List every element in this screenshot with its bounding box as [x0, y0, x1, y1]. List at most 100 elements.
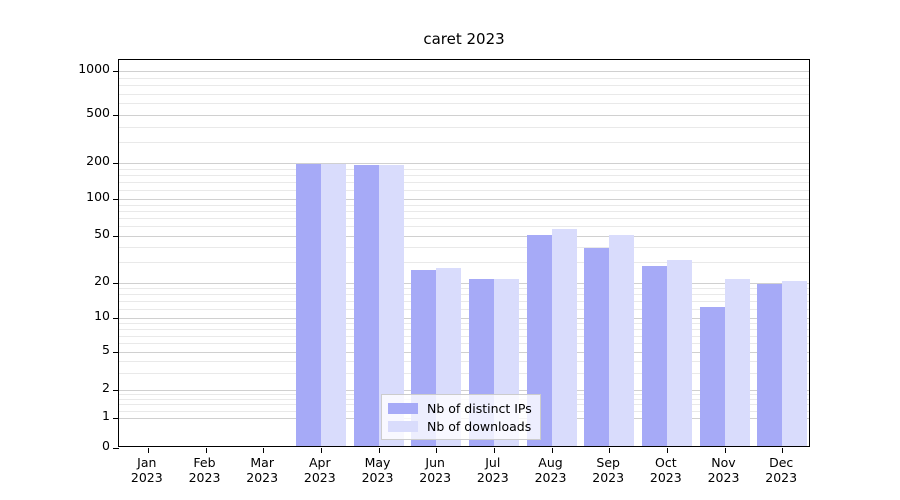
y-axis-tick [113, 352, 119, 353]
y-axis-tick-label: 20 [94, 273, 110, 288]
gridline-minor [119, 218, 809, 219]
y-axis-tick-label: 50 [94, 226, 110, 241]
x-label-year: 2023 [246, 470, 279, 485]
gridline-minor [119, 373, 809, 375]
x-label-month: Apr [308, 455, 331, 470]
bar-distinct-ips [757, 283, 783, 446]
y-axis-tick [113, 199, 119, 200]
gridline-major [119, 199, 809, 200]
gridline-minor [119, 335, 809, 337]
y-axis-tick [113, 318, 119, 319]
gridline-major [119, 390, 809, 391]
x-axis-tick-label: Aug 2023 [516, 455, 586, 485]
y-axis-tick-label: 100 [86, 189, 110, 204]
y-axis-tick-label: 0 [102, 438, 110, 453]
gridline-minor [119, 126, 809, 128]
x-axis-tick-label: Dec 2023 [746, 455, 816, 485]
legend-label-downloads: Nb of downloads [427, 418, 532, 434]
bar-downloads [609, 235, 635, 446]
y-axis-tick-label: 5 [102, 342, 110, 357]
bar-downloads [782, 281, 808, 446]
x-label-month: Oct [654, 455, 677, 470]
legend-item-downloads: Nb of downloads [388, 417, 532, 435]
x-label-year: 2023 [130, 470, 163, 485]
y-axis-tick [113, 236, 119, 237]
x-label-year: 2023 [707, 470, 740, 485]
gridline-minor [119, 361, 809, 363]
bars-layer [119, 60, 809, 446]
x-axis-tick [320, 448, 322, 453]
legend-swatch-downloads [388, 420, 418, 432]
gridline-minor [119, 226, 809, 228]
gridline-minor [119, 343, 809, 345]
x-label-year: 2023 [303, 470, 336, 485]
x-label-year: 2023 [476, 470, 509, 485]
gridline-major [119, 318, 809, 319]
x-label-month: Jun [425, 455, 445, 470]
x-axis-tick [782, 448, 784, 453]
x-label-year: 2023 [534, 470, 567, 485]
gridline-minor [119, 323, 809, 325]
y-axis-tick-label: 200 [86, 153, 110, 168]
y-axis-tick [113, 163, 119, 164]
gridline-major [119, 71, 809, 72]
x-label-month: Dec [769, 455, 794, 470]
gridline-minor [119, 141, 809, 143]
bar-downloads [320, 163, 346, 446]
gridline-minor [119, 301, 809, 302]
y-axis-tick-label: 10 [94, 308, 110, 323]
x-axis-tick [436, 448, 438, 453]
x-label-year: 2023 [361, 470, 394, 485]
x-axis-tick-label: Oct 2023 [631, 455, 701, 485]
x-axis-tick-label: May 2023 [343, 455, 413, 485]
x-label-month: Mar [250, 455, 274, 470]
x-axis-tick-label: Sep 2023 [573, 455, 643, 485]
y-axis-tick [113, 390, 119, 391]
bar-downloads [551, 228, 577, 446]
gridline-minor [119, 174, 809, 176]
gridline-minor [119, 262, 809, 264]
gridline-minor [119, 328, 809, 330]
bar-downloads [724, 278, 750, 446]
x-axis-tick [493, 448, 495, 453]
legend-swatch-distinct-ips [388, 402, 418, 414]
x-axis-tick [551, 448, 553, 453]
x-axis-tick [263, 448, 265, 453]
bar-distinct-ips [699, 306, 725, 446]
x-axis-tick [147, 448, 149, 453]
x-label-year: 2023 [419, 470, 452, 485]
x-axis-tick-label: Jul 2023 [458, 455, 528, 485]
bar-distinct-ips [641, 265, 667, 446]
gridline-minor [119, 77, 809, 79]
gridline-minor [119, 204, 809, 206]
gridline-major [119, 352, 809, 353]
y-axis-tick-label: 1 [102, 408, 110, 423]
y-axis-tick [113, 418, 119, 419]
gridline-minor [119, 308, 809, 310]
y-axis-tick [113, 71, 119, 72]
x-axis-tick-label: Feb 2023 [170, 455, 240, 485]
x-label-month: Sep [596, 455, 620, 470]
y-axis-tick [113, 448, 119, 449]
y-axis-tick-label: 1000 [78, 61, 110, 76]
x-label-year: 2023 [765, 470, 798, 485]
x-axis-tick-label: Mar 2023 [227, 455, 297, 485]
x-label-month: Nov [711, 455, 736, 470]
x-label-month: Feb [193, 455, 216, 470]
y-axis-tick [113, 115, 119, 116]
x-axis-tick [666, 448, 668, 453]
x-axis-tick-label: Nov 2023 [689, 455, 759, 485]
x-axis-tick-label: Jun 2023 [400, 455, 470, 485]
legend-item-distinct-ips: Nb of distinct IPs [388, 399, 532, 417]
x-label-month: May [364, 455, 391, 470]
x-label-month: Jul [485, 455, 501, 470]
gridline-minor [119, 93, 809, 95]
gridline-minor [119, 181, 809, 183]
y-axis-tick [113, 283, 119, 284]
x-label-year: 2023 [188, 470, 221, 485]
plot-area [113, 59, 810, 453]
x-axis-tick [609, 448, 611, 453]
x-axis-tick [378, 448, 380, 453]
x-axis-tick-label: Apr 2023 [285, 455, 355, 485]
